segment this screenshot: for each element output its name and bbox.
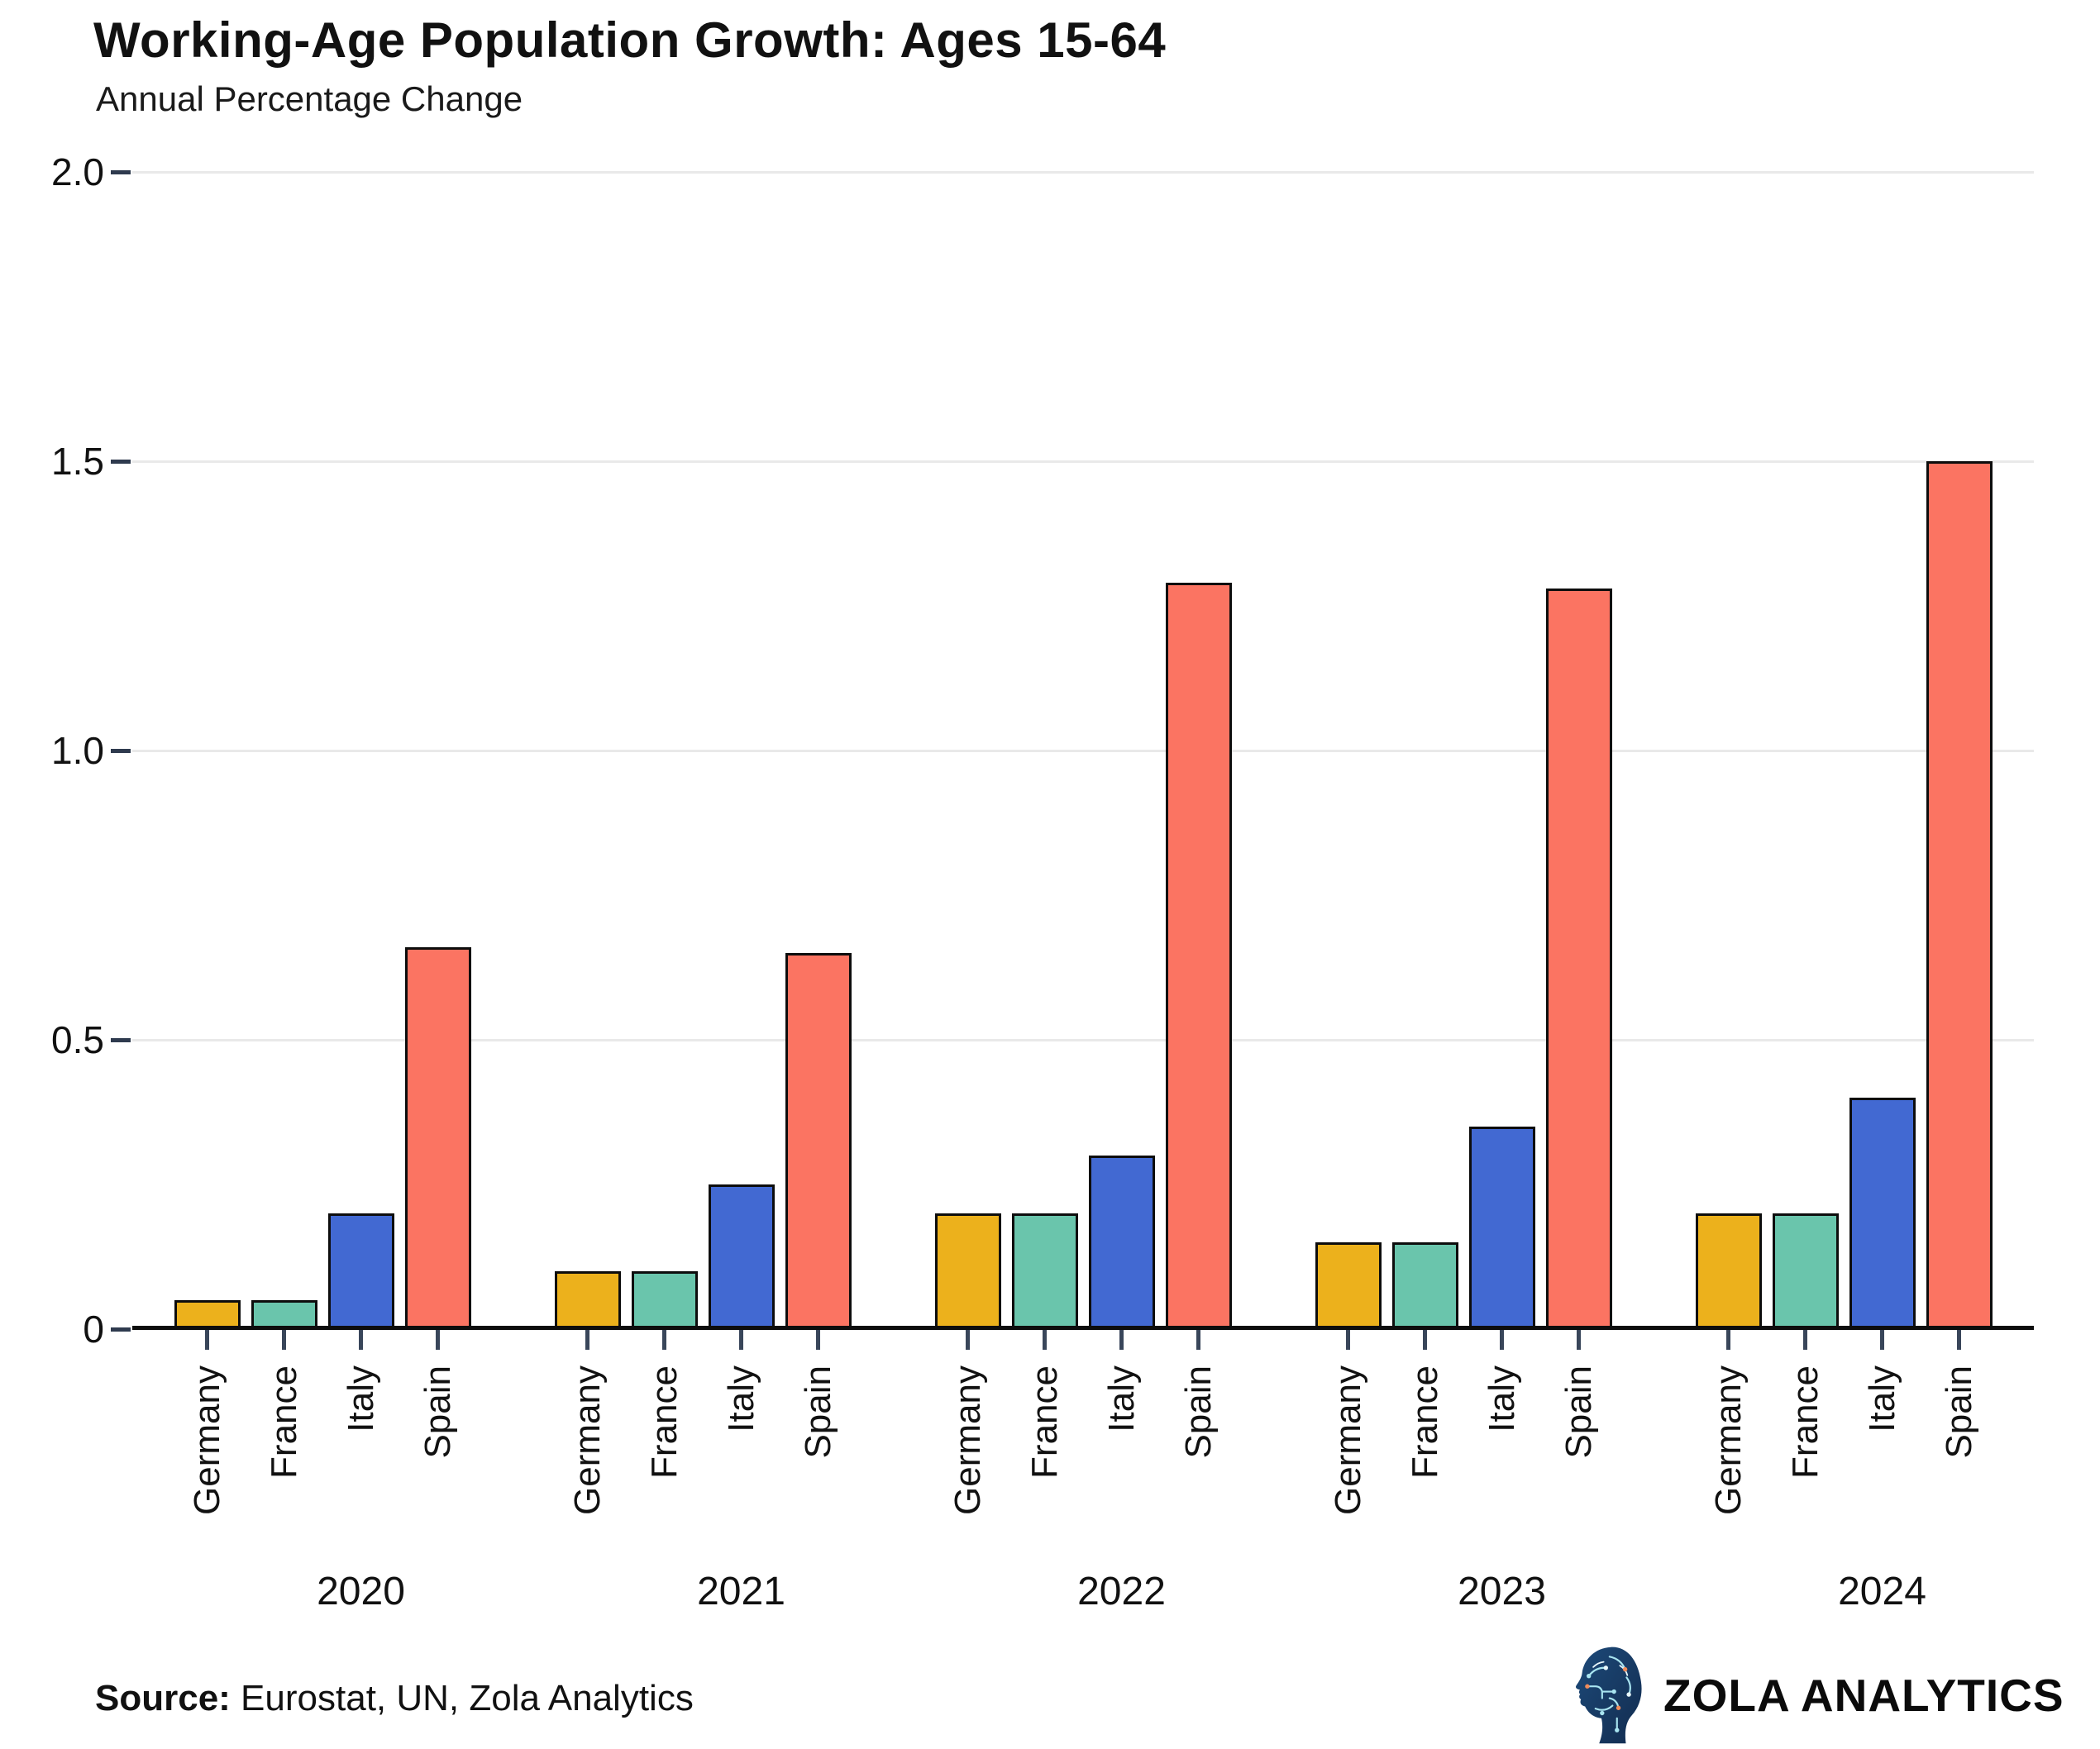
y-axis-tick-mark <box>111 169 131 174</box>
country-label: Spain <box>417 1365 458 1459</box>
x-axis-tick-mark <box>585 1330 589 1350</box>
country-label: Spain <box>1558 1365 1599 1459</box>
x-axis-tick-mark <box>1803 1330 1807 1350</box>
x-axis-tick-mark <box>1957 1330 1961 1350</box>
country-label: Italy <box>340 1365 381 1432</box>
x-axis-tick-mark <box>1196 1330 1200 1350</box>
source-text: Eurostat, UN, Zola Analytics <box>230 1678 694 1718</box>
x-axis-tick-mark <box>205 1330 209 1350</box>
country-label: France <box>1784 1365 1826 1479</box>
x-axis-tick-mark <box>436 1330 440 1350</box>
bar-spain-2020 <box>404 947 471 1329</box>
country-label: Germany <box>186 1365 227 1515</box>
source-line: Source: Eurostat, UN, Zola Analytics <box>95 1678 694 1719</box>
circuit-head-icon <box>1575 1647 1642 1744</box>
year-label-2020: 2020 <box>317 1570 405 1613</box>
x-axis-line <box>132 1326 2034 1330</box>
x-axis-tick-mark <box>1726 1330 1730 1350</box>
bar-france-2021 <box>631 1271 698 1329</box>
country-label: Germany <box>1707 1365 1749 1515</box>
year-label-2023: 2023 <box>1458 1570 1546 1613</box>
bar-spain-2024 <box>1926 461 1993 1329</box>
y-axis-tick-mark <box>111 748 131 753</box>
bar-france-2023 <box>1391 1242 1458 1329</box>
country-label: Italy <box>1481 1365 1522 1432</box>
bar-spain-2023 <box>1545 589 1612 1329</box>
source-label: Source: <box>95 1678 231 1718</box>
country-label: Italy <box>1861 1365 1902 1432</box>
y-axis-tick-mark <box>111 1037 131 1042</box>
year-label-2021: 2021 <box>697 1570 785 1613</box>
chart-subtitle: Annual Percentage Change <box>96 79 523 118</box>
x-axis-tick-mark <box>1346 1330 1350 1350</box>
gridline-2.0 <box>132 170 2034 174</box>
y-axis-tick-mark <box>111 459 131 464</box>
year-label-2024: 2024 <box>1838 1570 1926 1613</box>
y-axis-tick-label: 1.0 <box>51 729 104 772</box>
y-axis-tick-label: 1.5 <box>51 440 104 483</box>
gridline-1.0 <box>132 749 2034 752</box>
country-label: Spain <box>1938 1365 1979 1459</box>
country-label: Spain <box>1177 1365 1219 1459</box>
x-axis-tick-mark <box>1577 1330 1581 1350</box>
country-label: Germany <box>566 1365 608 1515</box>
bar-germany-2022 <box>934 1213 1001 1329</box>
country-label: France <box>1024 1365 1065 1479</box>
bar-germany-2024 <box>1695 1213 1762 1329</box>
country-label: France <box>263 1365 304 1479</box>
bar-france-2024 <box>1772 1213 1839 1329</box>
country-label: France <box>1404 1365 1445 1479</box>
bar-germany-2023 <box>1315 1242 1382 1329</box>
country-label: France <box>643 1365 685 1479</box>
bar-italy-2024 <box>1849 1098 1916 1329</box>
country-label: Italy <box>1100 1365 1142 1432</box>
y-axis-tick-label: 0 <box>83 1308 104 1351</box>
y-axis-tick-label: 2.0 <box>51 150 104 193</box>
x-axis-tick-mark <box>359 1330 363 1350</box>
x-axis-tick-mark <box>1500 1330 1504 1350</box>
x-axis-tick-mark <box>1880 1330 1884 1350</box>
y-axis-tick-mark <box>111 1327 131 1332</box>
brand-lockup: ZOLA ANALYTICS <box>1571 1645 2064 1746</box>
x-axis-tick-mark <box>662 1330 666 1350</box>
bar-france-2022 <box>1011 1213 1078 1329</box>
x-axis-tick-mark <box>1119 1330 1124 1350</box>
bar-spain-2022 <box>1165 583 1232 1329</box>
bar-italy-2023 <box>1468 1127 1535 1329</box>
bar-spain-2021 <box>785 953 852 1329</box>
x-axis-tick-mark <box>816 1330 820 1350</box>
x-axis-tick-mark <box>739 1330 743 1350</box>
y-axis-tick-label: 0.5 <box>51 1018 104 1061</box>
bar-italy-2020 <box>327 1213 394 1329</box>
bar-germany-2020 <box>174 1300 241 1329</box>
country-label: Spain <box>797 1365 838 1459</box>
x-axis-tick-mark <box>1423 1330 1427 1350</box>
bar-germany-2021 <box>554 1271 621 1329</box>
country-label: Germany <box>1327 1365 1368 1515</box>
country-label: Italy <box>720 1365 761 1432</box>
year-label-2022: 2022 <box>1077 1570 1166 1613</box>
gridline-0.5 <box>132 1038 2034 1041</box>
country-label: Germany <box>947 1365 988 1515</box>
page-title: Working-Age Population Growth: Ages 15-6… <box>93 12 1167 68</box>
gridline-1.5 <box>132 460 2034 463</box>
x-axis-tick-mark <box>966 1330 970 1350</box>
x-axis-tick-mark <box>282 1330 286 1350</box>
x-axis-tick-mark <box>1043 1330 1047 1350</box>
bar-france-2020 <box>251 1300 317 1329</box>
bar-italy-2022 <box>1088 1156 1155 1329</box>
bar-italy-2021 <box>708 1184 775 1329</box>
brand-name: ZOLA ANALYTICS <box>1663 1670 2064 1721</box>
